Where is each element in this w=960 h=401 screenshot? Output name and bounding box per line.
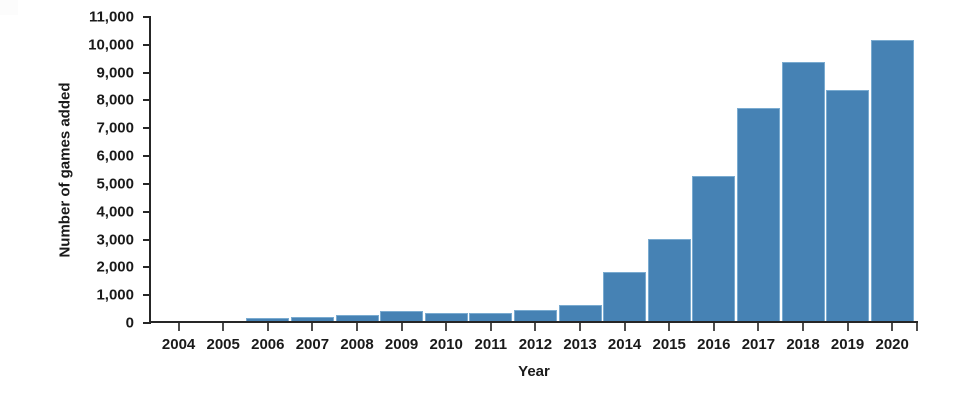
y-tick-mark-10000 — [143, 43, 151, 46]
y-tick-mark-4000 — [143, 210, 151, 213]
x-tick-mark-2017 — [757, 323, 760, 331]
y-tick-mark-1000 — [143, 294, 151, 297]
y-tick-label-0: 0 — [125, 314, 134, 332]
y-tick-mark-6000 — [143, 155, 151, 158]
bar-2017 — [737, 108, 780, 321]
bar-2018 — [782, 62, 825, 321]
x-tick-label-2011: 2011 — [474, 336, 508, 353]
x-tick-label-2013: 2013 — [563, 336, 597, 353]
x-tick-mark-2018 — [802, 323, 804, 331]
x-tick-label-2019: 2019 — [830, 336, 865, 353]
y-tick-label-11000: 11,000 — [88, 8, 134, 26]
x-tick-label-2012: 2012 — [518, 336, 553, 353]
x-tick-mark-2011 — [489, 323, 492, 331]
x-axis-title: Year — [518, 363, 550, 380]
x-tick-mark-2012 — [534, 323, 537, 331]
bar-2016 — [692, 176, 735, 321]
x-tick-label-2014: 2014 — [607, 336, 642, 353]
x-tick-mark-2006 — [266, 323, 269, 331]
x-tick-label-2010: 2010 — [429, 336, 463, 353]
x-tick-mark-2007 — [311, 323, 314, 331]
x-tick-mark-2015 — [668, 323, 671, 331]
y-tick-label-4000: 4,000 — [96, 203, 134, 221]
y-tick-mark-2000 — [143, 266, 151, 269]
y-axis-title: Number of games added — [56, 82, 74, 258]
bar-2013 — [559, 305, 602, 321]
bar-2007 — [291, 317, 334, 321]
y-tick-mark-11000 — [143, 16, 151, 18]
y-tick-label-9000: 9,000 — [96, 64, 134, 82]
y-tick-label-8000: 8,000 — [96, 91, 134, 109]
x-tick-label-2017: 2017 — [741, 336, 776, 353]
x-tick-mark-2005 — [222, 323, 225, 331]
y-tick-label-6000: 6,000 — [96, 147, 134, 165]
y-tick-label-7000: 7,000 — [96, 119, 134, 137]
bar-2010 — [425, 313, 468, 321]
x-tick-label-2006: 2006 — [251, 336, 285, 353]
y-tick-label-2000: 2,000 — [96, 258, 134, 276]
x-tick-label-2008: 2008 — [340, 336, 374, 353]
y-tick-mark-7000 — [143, 127, 151, 130]
bar-2012 — [514, 310, 557, 321]
x-tick-label-2018: 2018 — [786, 336, 820, 353]
x-tick-mark-2019 — [846, 323, 849, 331]
x-tick-label-2016: 2016 — [697, 336, 731, 353]
x-tick-mark-2016 — [712, 323, 715, 331]
bar-2019 — [826, 90, 869, 321]
bar-2020 — [871, 40, 914, 321]
x-tick-mark-2008 — [356, 323, 358, 331]
plot-area — [149, 17, 918, 323]
x-tick-mark-2020 — [891, 323, 894, 331]
bar-2011 — [469, 313, 512, 321]
corner-artifact — [0, 0, 18, 15]
y-tick-mark-8000 — [143, 99, 151, 102]
y-tick-label-1000: 1,000 — [96, 286, 134, 304]
bar-2014 — [603, 272, 646, 321]
y-tick-label-10000: 10,000 — [88, 36, 134, 54]
x-tick-label-2020: 2020 — [875, 336, 909, 353]
y-tick-label-5000: 5,000 — [96, 175, 134, 193]
x-tick-mark-2009 — [400, 323, 403, 331]
bar-2009 — [380, 311, 423, 321]
x-tick-mark-2013 — [579, 323, 581, 331]
bar-2006 — [246, 318, 289, 321]
y-tick-mark-9000 — [143, 71, 151, 74]
bar-2015 — [648, 239, 691, 321]
x-axis-end-cap-tick — [916, 323, 918, 331]
y-tick-mark-5000 — [143, 182, 151, 185]
x-tick-mark-2010 — [445, 323, 448, 331]
bar-2008 — [336, 315, 379, 321]
x-tick-label-2005: 2005 — [206, 336, 240, 353]
y-tick-mark-3000 — [143, 238, 151, 241]
x-tick-label-2015: 2015 — [652, 336, 686, 353]
x-tick-label-2004: 2004 — [161, 336, 196, 353]
x-tick-mark-2014 — [623, 323, 626, 331]
x-tick-label-2007: 2007 — [295, 336, 330, 353]
x-tick-mark-2004 — [177, 323, 180, 331]
y-tick-mark-0 — [143, 322, 151, 324]
y-tick-label-3000: 3,000 — [96, 231, 134, 249]
x-tick-label-2009: 2009 — [384, 336, 419, 353]
